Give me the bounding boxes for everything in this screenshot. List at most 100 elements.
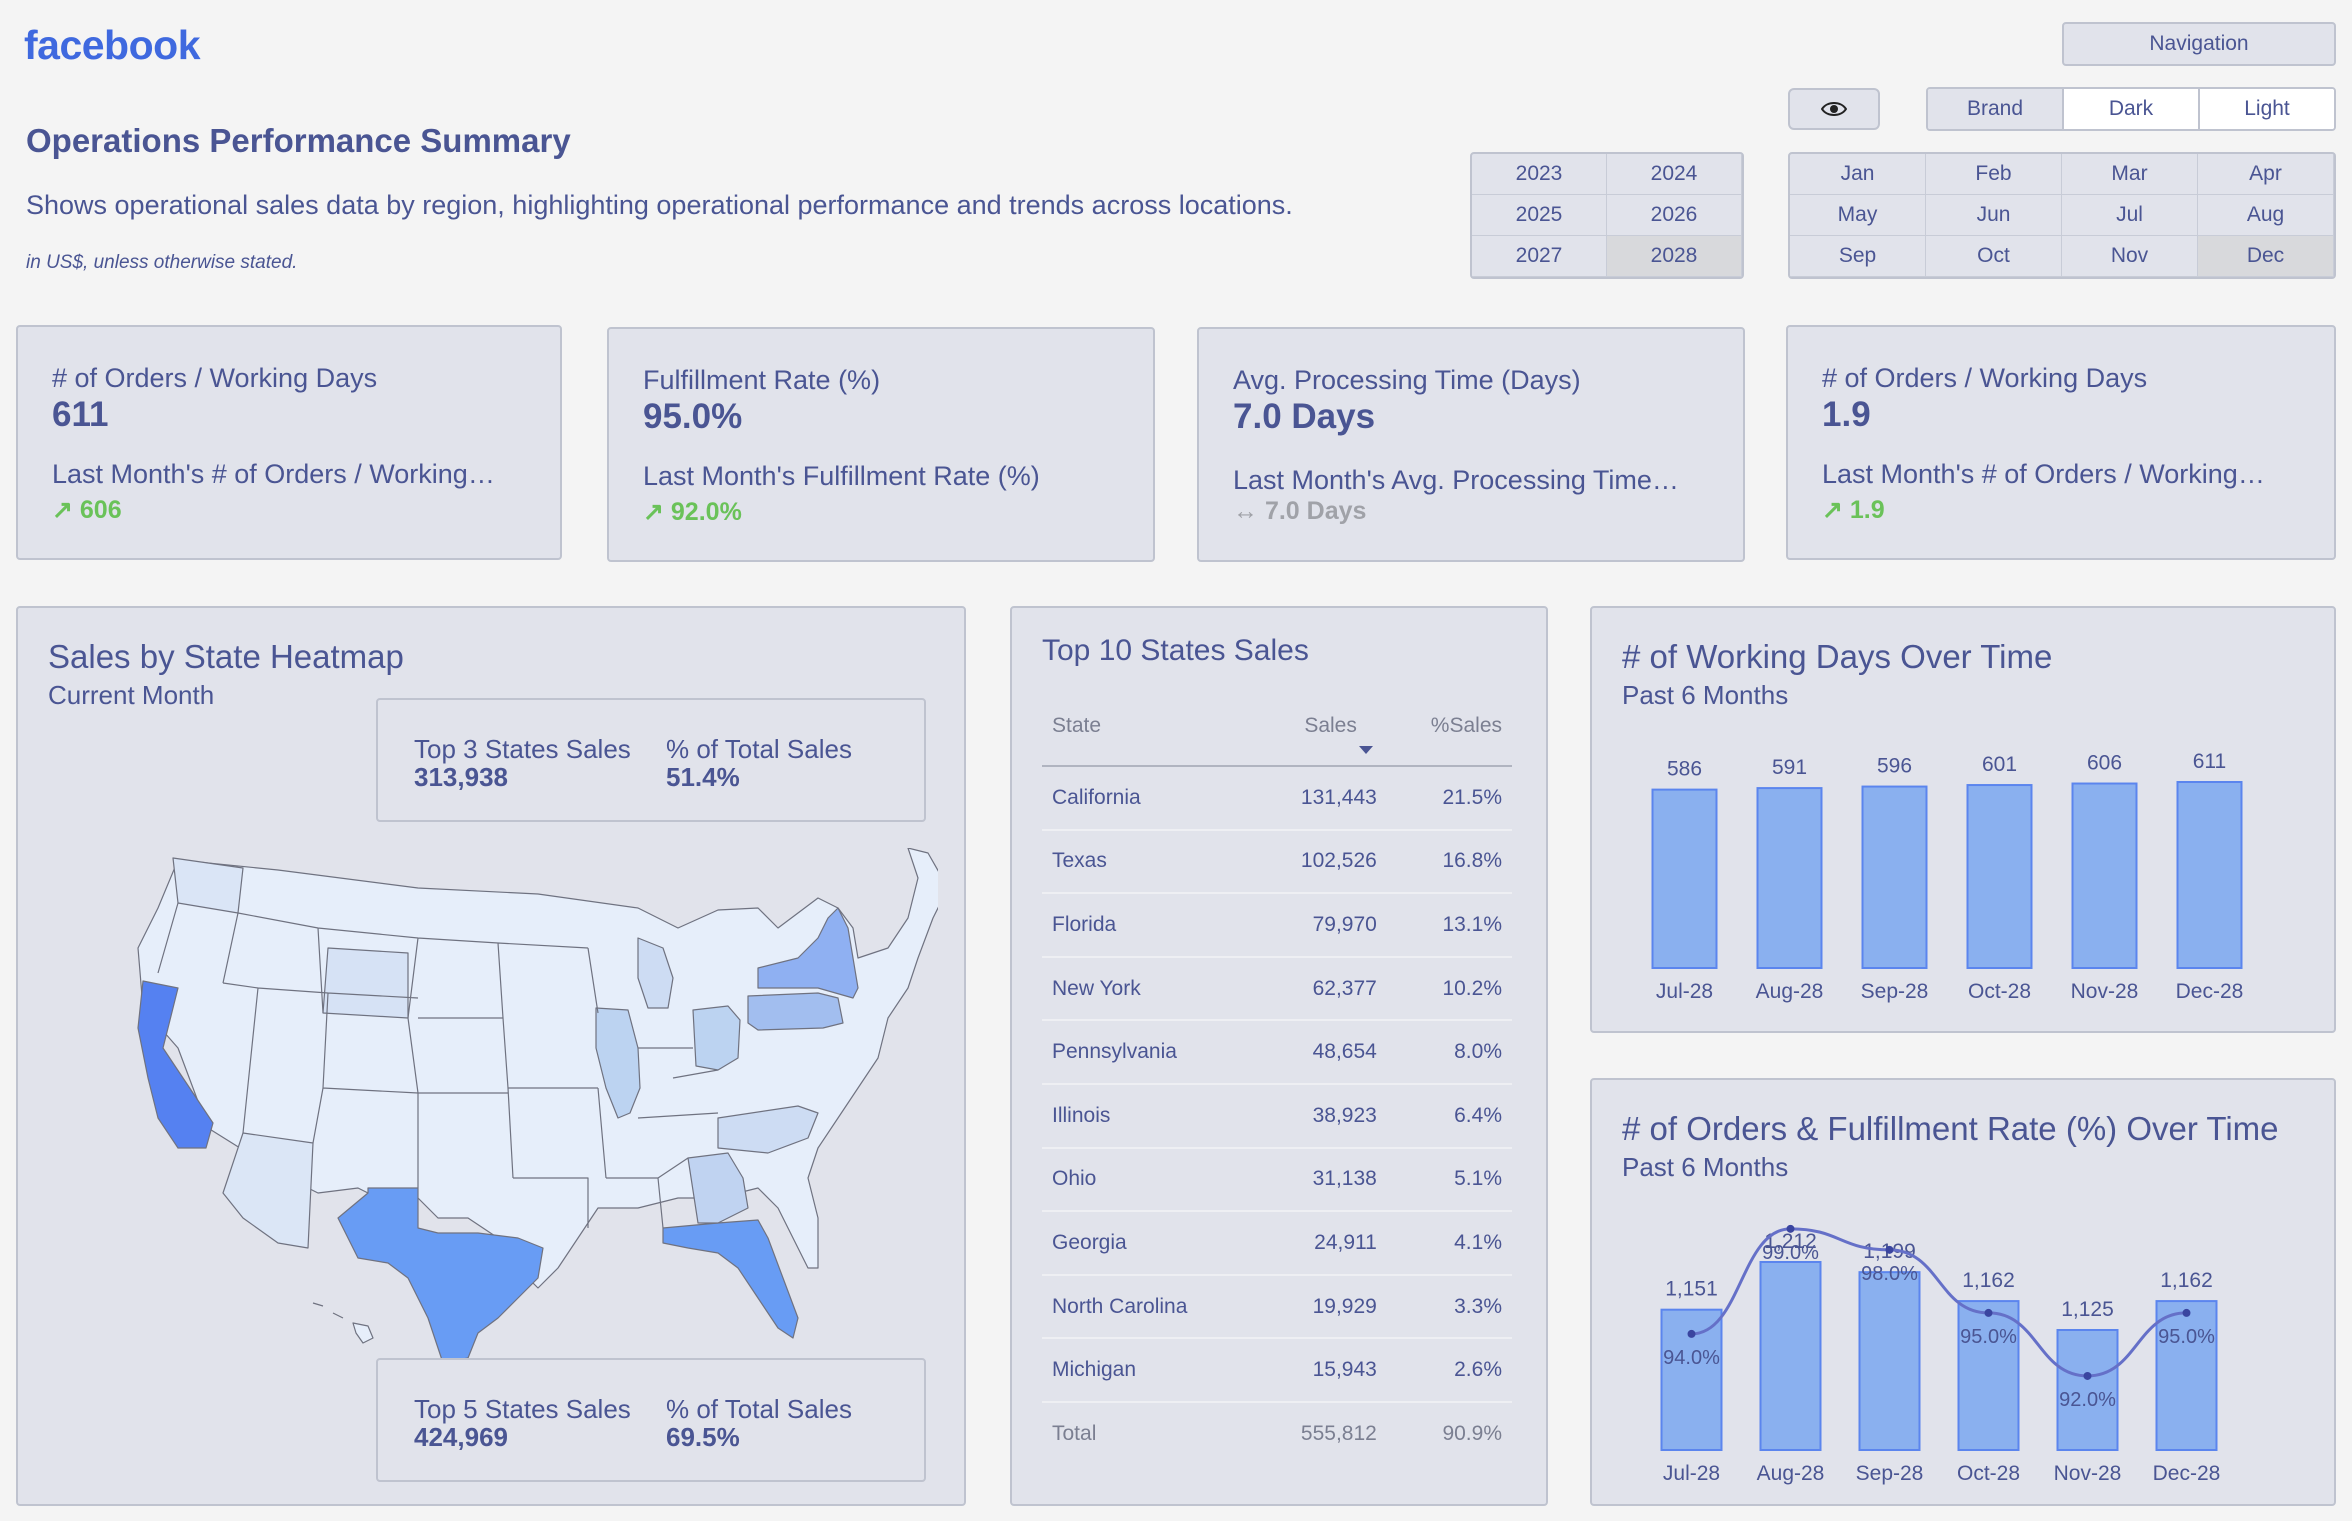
bar xyxy=(2176,781,2243,969)
cell-sales: 79,970 xyxy=(1255,893,1387,958)
x-tick-label: Sep-28 xyxy=(1856,1462,1924,1485)
state-illinois xyxy=(595,1007,641,1119)
kpi-label: # of Orders / Working Days xyxy=(52,363,378,393)
kpi-change-value: 92.0% xyxy=(670,498,742,526)
total-pct-sales: 90.9% xyxy=(1386,1400,1512,1466)
column-header-pct-sales[interactable]: %Sales xyxy=(1386,686,1512,767)
table-row[interactable]: North Carolina 19,929 3.3% xyxy=(1042,1274,1512,1340)
table-row[interactable]: Florida 79,970 13.1% xyxy=(1042,893,1512,958)
theme-option-light[interactable]: Light xyxy=(2198,89,2334,129)
top-states-panel: Top 10 States Sales State Sales %Sales C… xyxy=(1010,606,1548,1506)
x-tick-label: Nov-28 xyxy=(2054,1462,2122,1485)
fulfillment-line xyxy=(1691,1227,2187,1378)
bar xyxy=(2155,1300,2218,1451)
table-row[interactable]: California 131,443 21.5% xyxy=(1042,766,1512,831)
bar-data-label: 1,212 xyxy=(1764,1230,1817,1253)
kpi-card-orders-per-day: # of Orders / Working Days 611 Last Mont… xyxy=(16,325,562,560)
kpi-change: ↗ 1.9 xyxy=(1822,495,1885,525)
kpi-label: Avg. Processing Time (Days) xyxy=(1233,365,1581,395)
x-tick-label: Sep-28 xyxy=(1861,980,1929,1003)
column-header-state[interactable]: State xyxy=(1042,686,1256,767)
table-row[interactable]: Pennsylvania 48,654 8.0% xyxy=(1042,1020,1512,1085)
year-option-selected[interactable]: 2028 xyxy=(1607,236,1742,277)
year-option[interactable]: 2027 xyxy=(1472,236,1607,277)
line-data-label: 98.0% xyxy=(1861,1263,1918,1285)
theme-option-dark[interactable]: Dark xyxy=(2062,89,2198,129)
x-tick-label: Jul-28 xyxy=(1663,1462,1720,1485)
state-wyoming xyxy=(322,947,409,1019)
kpi-change: ↗ 92.0% xyxy=(643,497,742,527)
table-row[interactable]: Georgia 24,911 4.1% xyxy=(1042,1211,1512,1276)
month-option[interactable]: Mar xyxy=(2062,154,2198,195)
column-header-sales[interactable]: Sales xyxy=(1255,686,1387,767)
month-option[interactable]: Aug xyxy=(2198,195,2334,236)
cell-state: Illinois xyxy=(1042,1083,1256,1149)
cell-pct-sales: 2.6% xyxy=(1386,1338,1512,1403)
x-tick-label: Aug-28 xyxy=(1757,1462,1825,1485)
kpi-label: Fulfillment Rate (%) xyxy=(643,365,881,395)
theme-option-brand[interactable]: Brand xyxy=(1928,89,2062,129)
table-row[interactable]: Illinois 38,923 6.4% xyxy=(1042,1083,1512,1149)
cell-sales: 15,943 xyxy=(1255,1338,1387,1403)
line-point xyxy=(1786,1224,1795,1233)
month-option[interactable]: Oct xyxy=(1926,236,2062,277)
month-option[interactable]: Feb xyxy=(1926,154,2062,195)
kpi-change-value: 606 xyxy=(79,496,122,524)
cell-pct-sales: 5.1% xyxy=(1386,1147,1512,1213)
x-tick-label: Aug-28 xyxy=(1756,980,1824,1003)
table-row[interactable]: Texas 102,526 16.8% xyxy=(1042,829,1512,895)
panel-title: # of Working Days Over Time xyxy=(1622,638,2053,675)
table-row[interactable]: Ohio 31,138 5.1% xyxy=(1042,1147,1512,1213)
state-ohio xyxy=(692,1005,741,1071)
cell-state: Michigan xyxy=(1042,1338,1256,1403)
line-data-label: 94.0% xyxy=(1663,1347,1720,1369)
month-option[interactable]: Apr xyxy=(2198,154,2334,195)
cell-state: Texas xyxy=(1042,829,1256,895)
bar xyxy=(1759,1261,1822,1451)
cell-pct-sales: 4.1% xyxy=(1386,1211,1512,1276)
orders-fulfillment-panel: # of Orders & Fulfillment Rate (%) Over … xyxy=(1590,1078,2336,1506)
cell-pct-sales: 3.3% xyxy=(1386,1274,1512,1340)
bar xyxy=(1651,788,1718,969)
panel-subtitle: Past 6 Months xyxy=(1622,680,1789,710)
sort-desc-icon[interactable] xyxy=(1358,745,1373,754)
top3-value: 313,938 xyxy=(414,762,508,792)
navigation-button[interactable]: Navigation xyxy=(2062,22,2336,66)
state-texas xyxy=(337,1187,544,1364)
month-option[interactable]: Jun xyxy=(1926,195,2062,236)
column-header-sales-label: Sales xyxy=(1304,713,1357,737)
visibility-toggle-button[interactable] xyxy=(1788,88,1880,130)
month-selector: Jan Feb Mar Apr May Jun Jul Aug Sep Oct … xyxy=(1788,152,2336,279)
total-state: Total xyxy=(1042,1400,1256,1466)
kpi-value: 611 xyxy=(52,395,109,434)
year-option[interactable]: 2024 xyxy=(1607,154,1742,195)
kpi-change-value: 7.0 Days xyxy=(1264,497,1367,525)
month-option-selected[interactable]: Dec xyxy=(2198,236,2334,277)
cell-state: North Carolina xyxy=(1042,1274,1256,1340)
cell-state: New York xyxy=(1042,956,1256,1022)
data-label: 591 xyxy=(1772,756,1807,779)
year-option[interactable]: 2023 xyxy=(1472,154,1607,195)
panel-title: Top 10 States Sales xyxy=(1042,634,1309,667)
cell-pct-sales: 6.4% xyxy=(1386,1083,1512,1149)
cell-pct-sales: 10.2% xyxy=(1386,956,1512,1022)
x-tick-label: Dec-28 xyxy=(2176,980,2244,1003)
table-row[interactable]: Michigan 15,943 2.6% xyxy=(1042,1338,1512,1403)
month-option[interactable]: Jul xyxy=(2062,195,2198,236)
top3-label: Top 3 States Sales xyxy=(414,734,631,764)
year-option[interactable]: 2025 xyxy=(1472,195,1607,236)
year-option[interactable]: 2026 xyxy=(1607,195,1742,236)
working-days-bar-chart: 586 Jul-28 591 Aug-28 596 Sep-28 601 Oct-28 606 N… xyxy=(1651,750,2244,1003)
month-option[interactable]: Nov xyxy=(2062,236,2198,277)
month-option[interactable]: May xyxy=(1790,195,1926,236)
cell-state: Pennsylvania xyxy=(1042,1020,1256,1085)
state-hawaii xyxy=(312,1302,374,1344)
table-row[interactable]: New York 62,377 10.2% xyxy=(1042,956,1512,1022)
month-option[interactable]: Jan xyxy=(1790,154,1926,195)
eye-icon xyxy=(1821,102,1847,116)
panel-title: # of Orders & Fulfillment Rate (%) Over … xyxy=(1622,1110,2279,1147)
kpi-value: 95.0% xyxy=(643,397,743,436)
month-option[interactable]: Sep xyxy=(1790,236,1926,277)
bar-data-label: 1,162 xyxy=(1962,1269,2015,1292)
cell-state: Florida xyxy=(1042,893,1256,958)
